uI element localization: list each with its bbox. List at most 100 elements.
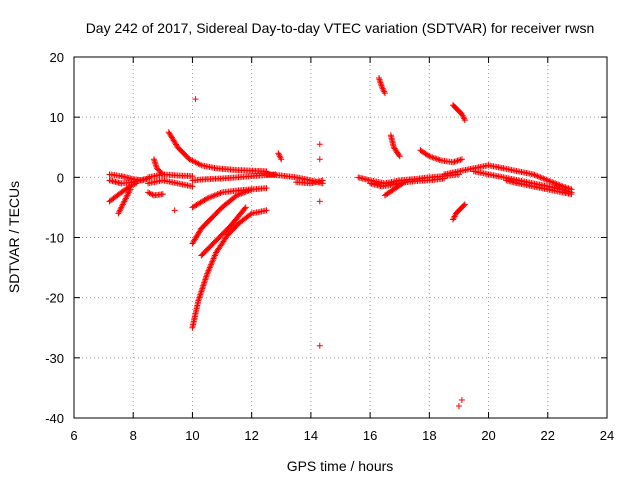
outlier-point [171, 207, 178, 214]
outlier-point [192, 96, 199, 103]
data-point-e3 [531, 171, 538, 178]
data-point-e3 [543, 176, 550, 183]
y-tick-label: -20 [45, 291, 64, 306]
data-point-b4 [244, 188, 251, 195]
data-point-e3 [529, 171, 536, 178]
data-point-d6 [454, 157, 461, 164]
x-tick-label: 6 [70, 428, 77, 443]
data-point-b3 [217, 189, 224, 196]
data-point-b3 [216, 190, 223, 197]
data-point-a8 [189, 183, 196, 190]
data-point-e3 [562, 184, 569, 191]
data-point-b3 [204, 195, 211, 202]
data-point-b4 [245, 187, 252, 194]
data-point-b4 [235, 191, 242, 198]
axis-ticks: 6 8 10 12 14 16 18 20 22 24 20 10 0 -10 -20 -30 -40 [45, 50, 614, 443]
data-point-d6 [455, 157, 462, 164]
data-point-d6 [457, 156, 464, 163]
data-point-e3 [564, 184, 571, 191]
data-point-d6 [425, 152, 432, 159]
y-tick-label: -30 [45, 351, 64, 366]
data-point-e3 [547, 178, 554, 185]
data-point-b1 [196, 161, 203, 168]
chart-title: Day 242 of 2017, Sidereal Day-to-day VTE… [86, 20, 595, 36]
data-point-b6 [241, 205, 248, 212]
x-tick-label: 14 [304, 428, 318, 443]
data-point-c3 [319, 177, 326, 184]
data-point-b4 [239, 189, 246, 196]
data-point-e3 [537, 174, 544, 181]
data-point-b3 [210, 192, 217, 199]
data-point-d5 [399, 180, 406, 187]
data-point-e3 [534, 173, 541, 180]
data-point-e3 [568, 186, 575, 193]
data-point-e3 [561, 183, 568, 190]
outlier-point [455, 402, 462, 409]
data-point-e3 [553, 180, 560, 187]
data-point-b3 [207, 194, 214, 201]
data-point-b4 [238, 190, 245, 197]
y-tick-label: -10 [45, 231, 64, 246]
data-point-b3 [208, 193, 215, 200]
data-point-e3 [565, 185, 572, 192]
data-point-e3 [559, 183, 566, 190]
data-point-d3 [381, 90, 388, 97]
data-point-b6 [242, 204, 249, 211]
x-tick-label: 12 [244, 428, 258, 443]
data-point-e3 [552, 180, 559, 187]
data-point-a4 [127, 186, 134, 193]
y-tick-label: 10 [50, 110, 64, 125]
data-point-e3 [558, 182, 565, 189]
x-tick-label: 10 [185, 428, 199, 443]
plot-frame [73, 56, 608, 419]
data-point-c2 [276, 153, 283, 160]
outlier-point [316, 198, 323, 205]
data-point-d6 [450, 159, 457, 166]
data-points [106, 75, 575, 409]
data-point-d7 [461, 117, 468, 124]
data-point-e3 [541, 176, 548, 183]
data-point-d8 [460, 202, 467, 209]
data-point-d4 [396, 153, 403, 160]
data-point-e3 [540, 175, 547, 182]
data-point-e3 [535, 173, 542, 180]
data-point-d6 [426, 153, 433, 160]
x-tick-label: 20 [481, 428, 495, 443]
data-point-e3 [538, 174, 545, 181]
data-point-b3 [205, 194, 212, 201]
data-point-d6 [451, 158, 458, 165]
data-point-b4 [247, 186, 254, 193]
outlier-point [316, 156, 323, 163]
data-point-e3 [546, 177, 553, 184]
data-point-e3 [549, 179, 556, 186]
data-point-d6 [429, 154, 436, 161]
data-point-d6 [427, 153, 434, 160]
data-point-b3 [211, 192, 218, 199]
data-point-b4 [263, 185, 270, 192]
data-point-d6 [436, 156, 443, 163]
x-tick-label: 16 [363, 428, 377, 443]
data-point-d6 [430, 154, 437, 161]
data-point-e3 [556, 182, 563, 189]
data-point-d8 [461, 201, 468, 208]
x-axis-label: GPS time / hours [287, 458, 394, 474]
data-point-d6 [432, 155, 439, 162]
data-point-b3 [213, 191, 220, 198]
data-point-b4 [242, 188, 249, 195]
x-tick-label: 18 [422, 428, 436, 443]
outlier-point [316, 141, 323, 148]
data-point-a6 [159, 191, 166, 198]
data-point-d6 [458, 156, 465, 163]
data-point-d4 [395, 151, 402, 158]
data-point-a3 [131, 181, 138, 188]
data-point-e3 [566, 185, 573, 192]
x-tick-label: 8 [130, 428, 137, 443]
outlier-point [316, 342, 323, 349]
data-point-d6 [435, 156, 442, 163]
y-tick-label: 20 [50, 50, 64, 65]
y-axis-label: SDTVAR / TECUs [6, 181, 22, 293]
outlier-point [458, 396, 465, 403]
data-point-a6 [147, 190, 154, 197]
